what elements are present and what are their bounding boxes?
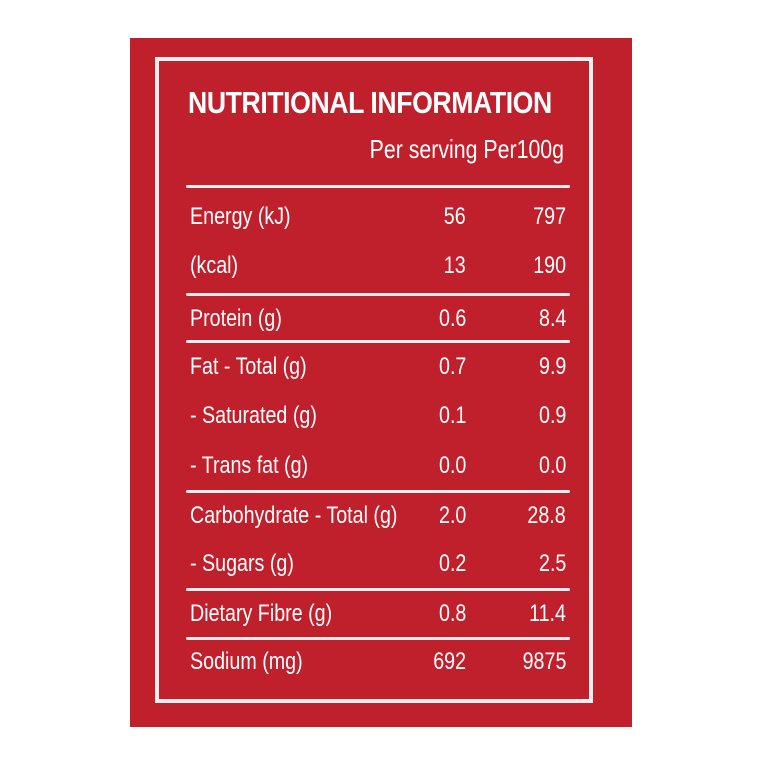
per-100g-value: 8.4 bbox=[538, 305, 566, 332]
row-label: - Saturated (g) bbox=[190, 402, 317, 429]
row-label: Fat - Total (g) bbox=[190, 353, 307, 380]
per-serving-value: 0.6 bbox=[438, 305, 466, 332]
per-100g-value: 190 bbox=[533, 252, 566, 279]
per-serving-value: 0.1 bbox=[438, 402, 466, 429]
table-row-dietary-fibre: Dietary Fibre (g) 0.8 11.4 bbox=[190, 594, 566, 634]
per-serving-value: 692 bbox=[433, 648, 466, 675]
per-100g-value: 9.9 bbox=[538, 353, 566, 380]
table-row-carbohydrate-total: Carbohydrate - Total (g) 2.0 28.8 bbox=[190, 496, 566, 536]
per-serving-value: 56 bbox=[444, 203, 466, 230]
per-100g-value: 0.0 bbox=[538, 452, 566, 479]
per-100g-value: 9875 bbox=[522, 648, 566, 675]
divider bbox=[186, 293, 570, 296]
per-serving-value: 2.0 bbox=[438, 502, 466, 529]
table-row-trans-fat: - Trans fat (g) 0.0 0.0 bbox=[190, 446, 566, 486]
per-serving-value: 0.2 bbox=[438, 550, 466, 577]
panel-title: NUTRITIONAL INFORMATION bbox=[188, 85, 552, 120]
table-row-fat-total: Fat - Total (g) 0.7 9.9 bbox=[190, 347, 566, 387]
per-100g-value: 2.5 bbox=[538, 550, 566, 577]
per-100g-value: 0.9 bbox=[538, 402, 566, 429]
row-label: Energy (kJ) bbox=[190, 203, 291, 230]
divider bbox=[186, 340, 570, 343]
per-100g-value: 28.8 bbox=[527, 502, 566, 529]
row-label: - Sugars (g) bbox=[190, 550, 294, 577]
divider bbox=[186, 637, 570, 640]
divider bbox=[186, 588, 570, 591]
row-label: Dietary Fibre (g) bbox=[190, 600, 333, 627]
per-serving-value: 0.8 bbox=[438, 600, 466, 627]
per-serving-value: 0.0 bbox=[438, 452, 466, 479]
table-row-energy-kcal: (kcal) 13 190 bbox=[190, 246, 566, 286]
panel-border bbox=[155, 57, 593, 703]
divider bbox=[186, 490, 570, 493]
table-row-saturated: - Saturated (g) 0.1 0.9 bbox=[190, 396, 566, 436]
per-serving-value: 0.7 bbox=[438, 353, 466, 380]
row-label: Sodium (mg) bbox=[190, 648, 303, 675]
table-row-sugars: - Sugars (g) 0.2 2.5 bbox=[190, 544, 566, 584]
nutrition-panel: NUTRITIONAL INFORMATION Per serving Per1… bbox=[130, 38, 632, 727]
row-label: (kcal) bbox=[190, 252, 239, 279]
table-row-energy-kj: Energy (kJ) 56 797 bbox=[190, 197, 566, 237]
per-100g-value: 797 bbox=[533, 203, 566, 230]
row-label: - Trans fat (g) bbox=[190, 452, 309, 479]
per-100g-value: 11.4 bbox=[529, 600, 566, 627]
row-label: Protein (g) bbox=[190, 305, 282, 332]
per-serving-value: 13 bbox=[444, 252, 466, 279]
table-row-protein: Protein (g) 0.6 8.4 bbox=[190, 299, 566, 339]
table-row-sodium: Sodium (mg) 692 9875 bbox=[190, 642, 566, 682]
row-label: Carbohydrate - Total (g) bbox=[190, 502, 398, 529]
divider bbox=[186, 185, 570, 188]
column-header: Per serving Per100g bbox=[369, 134, 564, 164]
